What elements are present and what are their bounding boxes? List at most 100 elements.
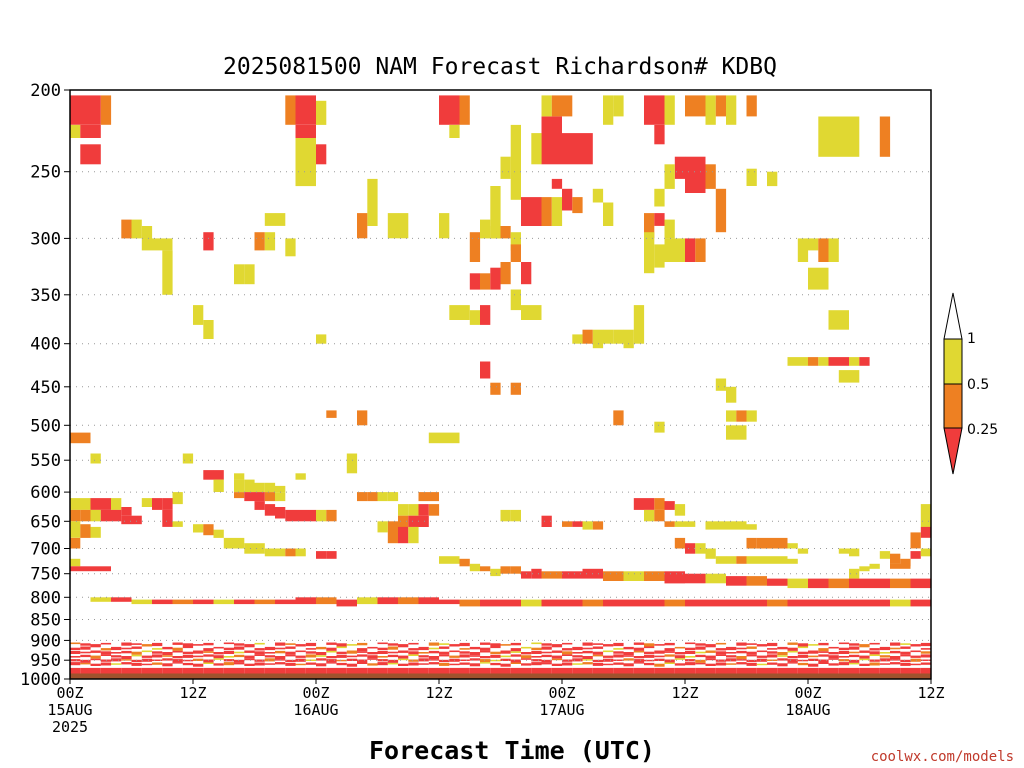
colorbar-bin xyxy=(943,338,963,385)
ri-cell xyxy=(562,133,593,165)
ri-cell xyxy=(910,663,921,666)
ri-cell xyxy=(449,667,460,676)
ri-cell xyxy=(582,662,593,665)
ri-cell xyxy=(654,244,665,268)
ri-cell xyxy=(408,504,419,516)
ri-cell xyxy=(664,238,685,262)
ri-cell xyxy=(254,232,265,251)
ri-cell xyxy=(418,504,429,516)
ri-cell xyxy=(582,521,593,530)
ri-cell xyxy=(890,659,901,661)
ri-cell xyxy=(531,568,542,579)
ri-cell xyxy=(551,95,573,117)
ri-cell xyxy=(213,667,224,676)
ri-cell xyxy=(685,667,696,676)
ri-cell xyxy=(326,659,337,663)
plot-frame xyxy=(69,89,932,680)
ri-cell xyxy=(152,642,163,647)
ri-cell xyxy=(439,599,460,605)
ri-cell xyxy=(756,658,768,662)
ri-cell xyxy=(398,658,409,661)
ri-cell xyxy=(531,650,542,654)
ri-cell xyxy=(551,658,563,661)
ri-cell xyxy=(890,578,911,589)
ri-cell xyxy=(121,647,132,650)
ri-cell xyxy=(920,642,932,647)
y-tick-label: 500 xyxy=(30,416,61,436)
ri-cell xyxy=(305,667,317,676)
ri-cell xyxy=(152,648,163,650)
ri-cell xyxy=(705,644,716,648)
ri-cell xyxy=(90,526,101,538)
ri-cell xyxy=(234,473,245,480)
ri-cell xyxy=(531,667,542,676)
ri-cell xyxy=(90,650,101,653)
ri-cell xyxy=(767,537,788,549)
ri-cell xyxy=(900,667,911,676)
ri-cell xyxy=(777,667,788,676)
ri-cell xyxy=(920,662,932,665)
ri-cell xyxy=(367,663,378,666)
ri-cell xyxy=(674,652,686,655)
ri-cell xyxy=(439,651,450,655)
ri-cell xyxy=(562,654,573,656)
ri-cell xyxy=(418,492,439,502)
ri-cell xyxy=(100,659,112,662)
ri-cell xyxy=(879,551,891,559)
ri-cell xyxy=(377,642,388,645)
ri-cell xyxy=(654,655,665,658)
ri-cell xyxy=(162,509,173,527)
ri-cell xyxy=(562,648,573,651)
ri-cell xyxy=(828,663,839,666)
ri-cell xyxy=(685,95,706,117)
ri-cell xyxy=(70,662,81,666)
ri-cell xyxy=(510,651,521,653)
ri-cell xyxy=(80,646,91,650)
ri-cell xyxy=(141,658,153,662)
ri-cell xyxy=(367,667,378,676)
ri-cell xyxy=(367,492,378,502)
ri-cell xyxy=(787,599,808,607)
ri-cell xyxy=(838,656,850,658)
ri-cell xyxy=(172,659,183,663)
ri-cell xyxy=(849,357,860,366)
ri-cell xyxy=(152,498,163,510)
ri-cell xyxy=(633,305,645,344)
ri-cell xyxy=(808,667,819,676)
ri-cell xyxy=(439,646,450,649)
ri-cell xyxy=(141,655,153,658)
ri-cell xyxy=(685,659,696,662)
ri-cell xyxy=(326,551,337,559)
ri-cell xyxy=(254,599,275,605)
ri-cell xyxy=(172,642,183,645)
ri-cell xyxy=(869,599,890,607)
ri-cell xyxy=(521,305,542,320)
ri-cell xyxy=(756,667,768,676)
ri-cell xyxy=(664,654,675,657)
x-axis-label: Forecast Time (UTC) xyxy=(369,736,655,765)
ri-cell xyxy=(439,556,460,564)
ri-cell xyxy=(264,667,276,676)
ri-cell xyxy=(131,515,142,525)
ri-cell xyxy=(500,663,511,667)
ri-cell xyxy=(244,663,255,666)
ri-cell xyxy=(633,659,645,663)
ri-cell xyxy=(777,655,788,657)
ri-cell xyxy=(316,100,327,125)
ri-cell xyxy=(264,213,276,226)
ri-cell xyxy=(357,667,368,676)
credit-link[interactable]: coolwx.com/models xyxy=(871,749,1014,765)
ri-cell xyxy=(767,556,788,564)
ri-cell xyxy=(879,667,891,676)
ri-cell xyxy=(603,658,614,662)
ri-cell xyxy=(746,662,757,666)
ri-cell xyxy=(357,410,368,426)
ri-cell xyxy=(469,273,481,290)
ri-cell xyxy=(100,651,112,655)
ri-cell xyxy=(264,504,276,516)
ri-cell xyxy=(254,654,265,656)
ri-cell xyxy=(787,543,798,549)
ri-cell xyxy=(654,650,665,654)
ri-cell xyxy=(828,357,849,366)
ri-cell xyxy=(603,599,624,607)
